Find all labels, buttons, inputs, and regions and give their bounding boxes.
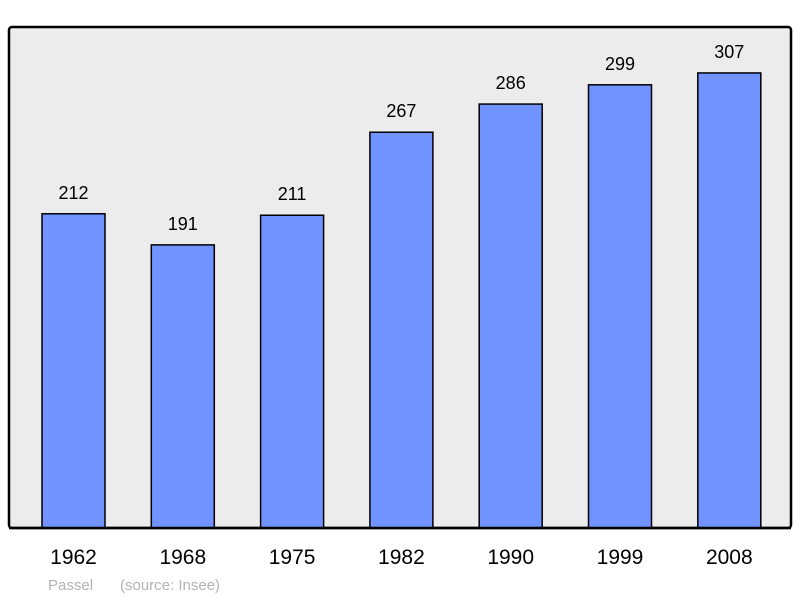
x-tick-label-2008: 2008: [706, 546, 753, 569]
bar-2008: [697, 72, 762, 529]
x-tick-label-1999: 1999: [597, 546, 644, 569]
x-tick-label-1982: 1982: [378, 546, 425, 569]
bar-1982: [369, 131, 434, 529]
bar-1999: [587, 84, 653, 529]
bar-1962: [41, 213, 106, 529]
bar-1968: [150, 244, 216, 529]
footer-source: (source: Insee): [120, 577, 220, 594]
x-tick-label-1990: 1990: [487, 546, 534, 569]
footer-author: Passel: [48, 577, 93, 594]
data-label-1975: 211: [278, 184, 307, 204]
x-tick-label-1975: 1975: [269, 546, 316, 569]
data-label-1962: 212: [58, 183, 88, 203]
data-label-1990: 286: [496, 73, 526, 93]
x-tick-label-1968: 1968: [159, 546, 206, 569]
data-label-2008: 307: [714, 42, 744, 62]
bar-1975: [259, 214, 325, 529]
x-tick-label-1962: 1962: [50, 546, 97, 569]
bar-1990: [478, 103, 543, 529]
data-label-1968: 191: [168, 214, 198, 234]
data-label-1982: 267: [386, 101, 416, 121]
data-label-1999: 299: [605, 54, 635, 74]
